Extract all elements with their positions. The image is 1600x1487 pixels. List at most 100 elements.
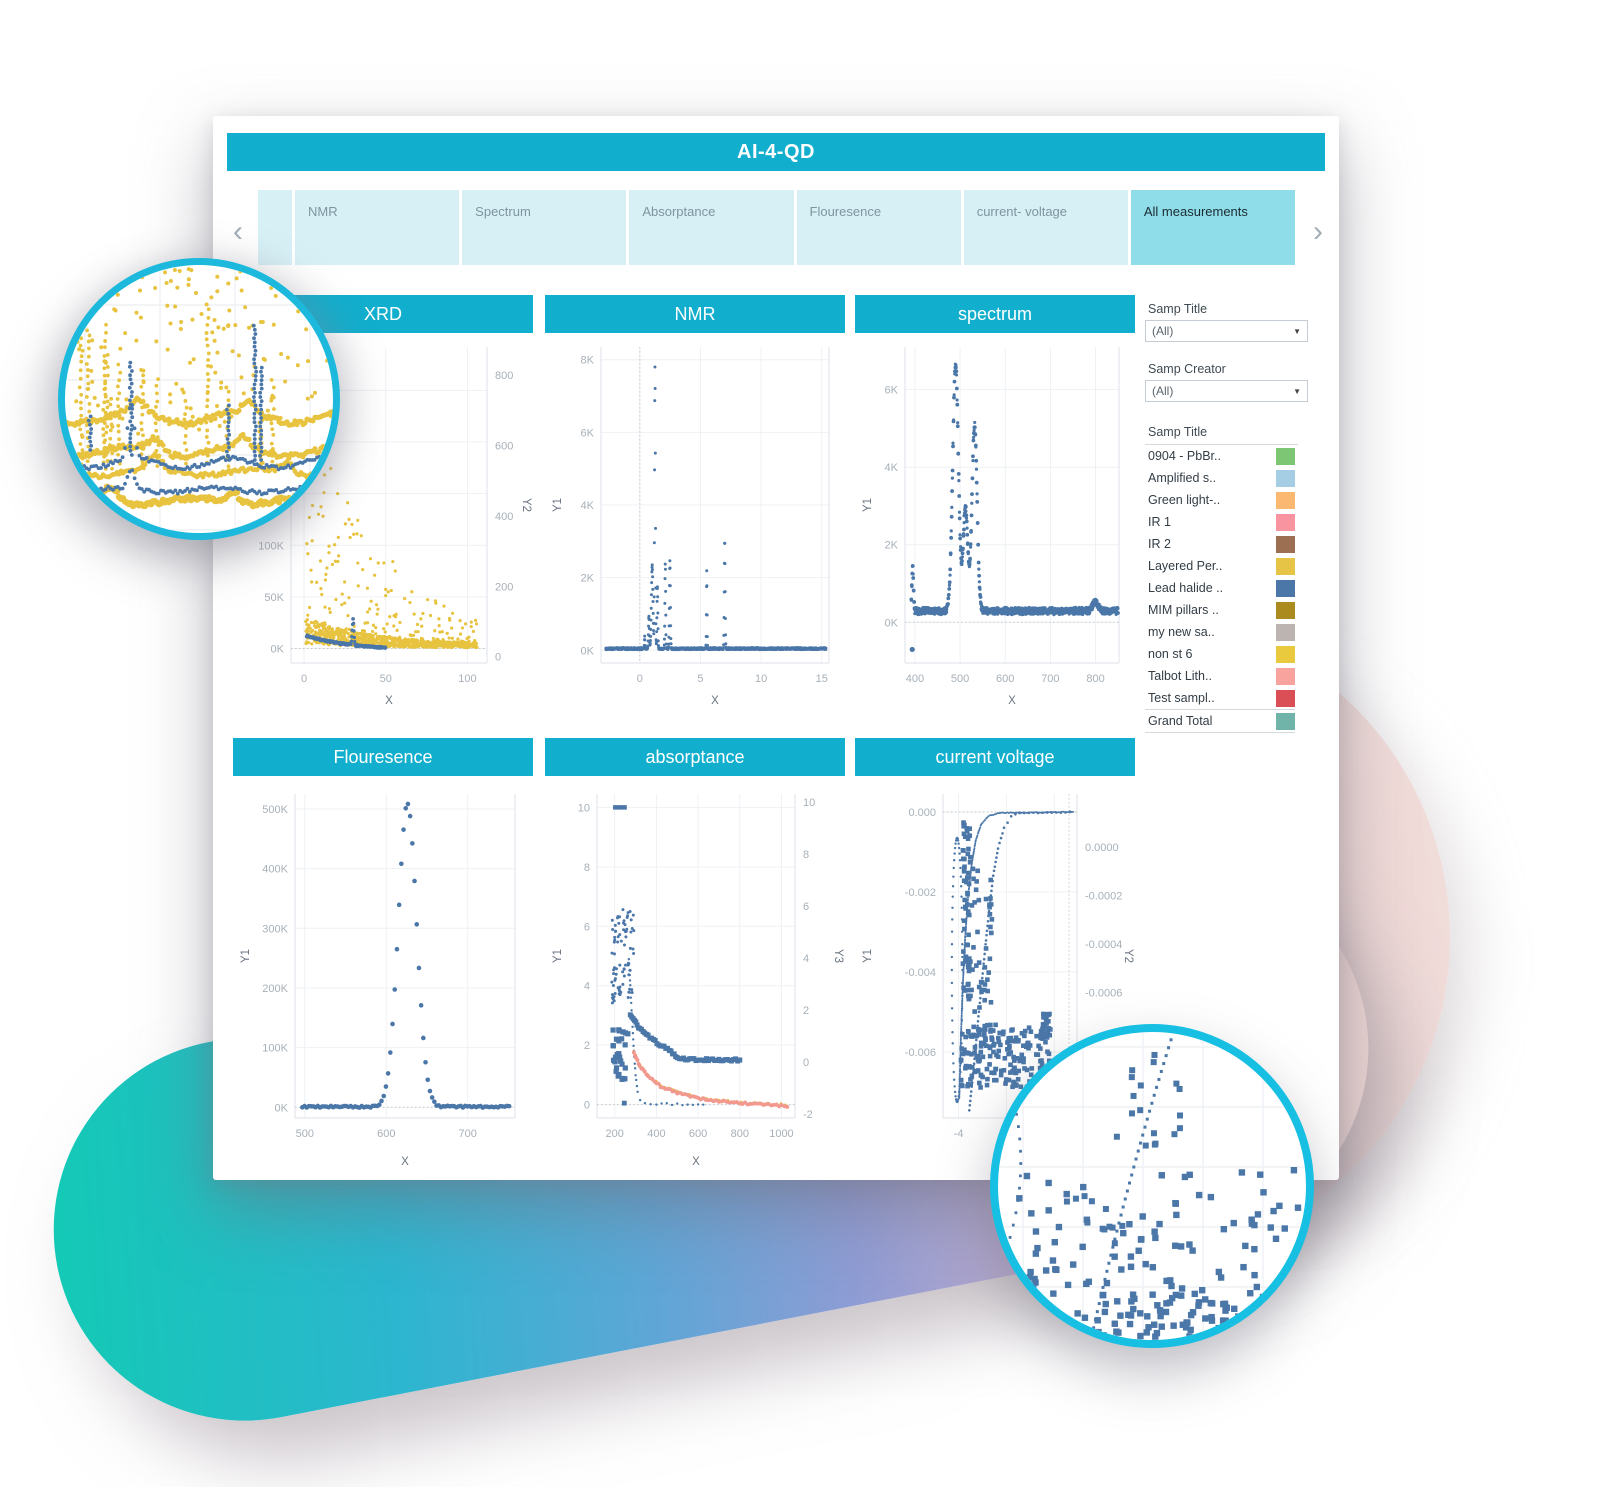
tab-absorptance[interactable]: Absorptance	[629, 190, 794, 265]
legend-swatch	[1276, 623, 1295, 641]
page-title: AI-4-QD	[737, 140, 815, 163]
svg-text:-0.0002: -0.0002	[1085, 891, 1122, 903]
svg-text:0K: 0K	[275, 1102, 289, 1114]
svg-text:400: 400	[495, 511, 513, 523]
svg-text:0K: 0K	[885, 617, 899, 629]
svg-text:300K: 300K	[262, 923, 288, 935]
legend-item[interactable]: my new sa..	[1145, 621, 1295, 643]
chart-flouresence: Flouresence 0K 100K 200K 300K 400K 500K 500 600…	[233, 738, 533, 1176]
chart-absorptance-title: absorptance	[645, 746, 745, 767]
svg-text:Y1: Y1	[862, 498, 874, 512]
chart-nmr: NMR 0K 2K 4K 6K 8K 0 5 10 15 X Y1	[545, 295, 845, 715]
svg-text:-4: -4	[954, 1128, 964, 1140]
legend-item-label: IR 1	[1148, 515, 1171, 529]
legend-item[interactable]: 0904 - PbBr..	[1145, 445, 1295, 467]
svg-text:600: 600	[495, 441, 513, 453]
legend-item-label: Test sampl..	[1148, 691, 1215, 705]
svg-text:4K: 4K	[581, 500, 595, 512]
legend: 0904 - PbBr.. Amplified s.. Green light-..…	[1145, 445, 1330, 733]
svg-text:700: 700	[1041, 673, 1059, 685]
legend-swatch	[1276, 447, 1295, 465]
svg-text:2: 2	[803, 1005, 809, 1017]
svg-text:-0.004: -0.004	[905, 967, 936, 979]
svg-text:50: 50	[380, 673, 392, 685]
legend-swatch	[1276, 712, 1295, 730]
samp-title-dropdown[interactable]: (All) ▼	[1145, 320, 1308, 342]
svg-text:0.000: 0.000	[908, 807, 936, 819]
legend-item[interactable]: Lead halide ..	[1145, 577, 1295, 599]
svg-text:800: 800	[495, 370, 513, 382]
svg-text:100: 100	[458, 673, 476, 685]
svg-text:X: X	[692, 1156, 700, 1168]
legend-item-label: my new sa..	[1148, 625, 1215, 639]
svg-text:0: 0	[803, 1057, 809, 1069]
svg-text:0K: 0K	[271, 644, 285, 656]
svg-text:600: 600	[377, 1128, 395, 1140]
svg-text:15: 15	[816, 673, 828, 685]
svg-text:Y1: Y1	[240, 949, 252, 963]
legend-item[interactable]: Test sampl..	[1145, 687, 1295, 709]
legend-item[interactable]: Amplified s..	[1145, 467, 1295, 489]
svg-text:8K: 8K	[581, 355, 595, 367]
legend-item[interactable]: non st 6	[1145, 643, 1295, 665]
svg-text:500K: 500K	[262, 804, 288, 816]
svg-text:600: 600	[996, 673, 1014, 685]
chart-flouresence-title: Flouresence	[333, 746, 433, 767]
chart-nmr-title: NMR	[674, 303, 716, 324]
legend-item[interactable]: Talbot Lith..	[1145, 665, 1295, 687]
svg-text:0: 0	[584, 1100, 590, 1112]
svg-text:4: 4	[803, 953, 809, 965]
svg-text:-2: -2	[803, 1109, 813, 1121]
legend-swatch	[1276, 667, 1295, 685]
magnifier-left-content	[65, 265, 333, 533]
svg-text:Y1: Y1	[552, 949, 564, 963]
legend-item[interactable]: Layered Per..	[1145, 555, 1295, 577]
svg-text:8: 8	[584, 862, 590, 874]
magnifier-right-content	[998, 1032, 1306, 1340]
legend-item-label: 0904 - PbBr..	[1148, 449, 1221, 463]
legend-item-label: Talbot Lith..	[1148, 669, 1212, 683]
svg-text:200K: 200K	[262, 983, 288, 995]
chart-absorptance-header: absorptance	[545, 738, 845, 776]
tab-current-voltage[interactable]: current- voltage	[963, 190, 1128, 265]
tab-scroll-right-button[interactable]: ›	[1313, 215, 1323, 248]
legend-item[interactable]: Green light-..	[1145, 489, 1295, 511]
svg-text:6: 6	[803, 901, 809, 913]
tab-all-measurements[interactable]: All measurements	[1130, 190, 1296, 265]
chart-flouresence-plot[interactable]: 0K 100K 200K 300K 400K 500K 500 600 700 X Y1	[233, 776, 533, 1176]
svg-text:0: 0	[637, 673, 643, 685]
legend-item-label: Amplified s..	[1148, 471, 1217, 485]
svg-text:2K: 2K	[885, 540, 899, 552]
chart-xrd-plot[interactable]: 0K50K100K150K200K250K050100XY10200400600…	[233, 333, 533, 715]
tab-nmr[interactable]: NMR	[295, 190, 460, 265]
svg-text:4: 4	[584, 981, 590, 993]
chart-xrd-title: XRD	[363, 303, 402, 324]
svg-text:6: 6	[584, 921, 590, 933]
svg-text:X: X	[1008, 695, 1016, 707]
legend-item-label: non st 6	[1148, 647, 1193, 661]
legend-item[interactable]: MIM pillars ..	[1145, 599, 1295, 621]
svg-text:-0.002: -0.002	[905, 887, 936, 899]
legend-swatch	[1276, 513, 1295, 531]
chart-current-voltage-header: current voltage	[855, 738, 1135, 776]
legend-item[interactable]: IR 1	[1145, 511, 1295, 533]
legend-swatch	[1276, 645, 1295, 663]
svg-text:800: 800	[1086, 673, 1104, 685]
samp-title-filter-label: Samp Title	[1148, 302, 1208, 316]
samp-creator-dropdown[interactable]: (All) ▼	[1145, 380, 1308, 402]
tab-scroll-left-button[interactable]: ‹	[233, 215, 243, 248]
svg-text:100K: 100K	[258, 540, 284, 552]
legend-item[interactable]: Grand Total	[1145, 709, 1295, 733]
tab-flouresence[interactable]: Flouresence	[796, 190, 961, 265]
chart-spectrum-plot[interactable]: 0K 2K 4K 6K 400 500 600 700 800 X Y1	[855, 333, 1135, 715]
chart-spectrum-header: spectrum	[855, 295, 1135, 333]
svg-text:8: 8	[803, 849, 809, 861]
chart-nmr-plot[interactable]: 0K 2K 4K 6K 8K 0 5 10 15 X Y1	[545, 333, 845, 715]
svg-text:Y3: Y3	[832, 949, 844, 963]
svg-text:0: 0	[301, 673, 307, 685]
chart-xrd: XRD 0K50K100K150K200K250K050100XY1020040…	[233, 295, 533, 715]
legend-item[interactable]: IR 2	[1145, 533, 1295, 555]
svg-text:400: 400	[906, 673, 924, 685]
chart-absorptance-plot[interactable]: 0 2 4 6 8 10 200 400 600 800 1000 X Y1 -2 0 2 4 6 8 10 Y3	[545, 776, 845, 1176]
tab-spectrum[interactable]: Spectrum	[462, 190, 627, 265]
